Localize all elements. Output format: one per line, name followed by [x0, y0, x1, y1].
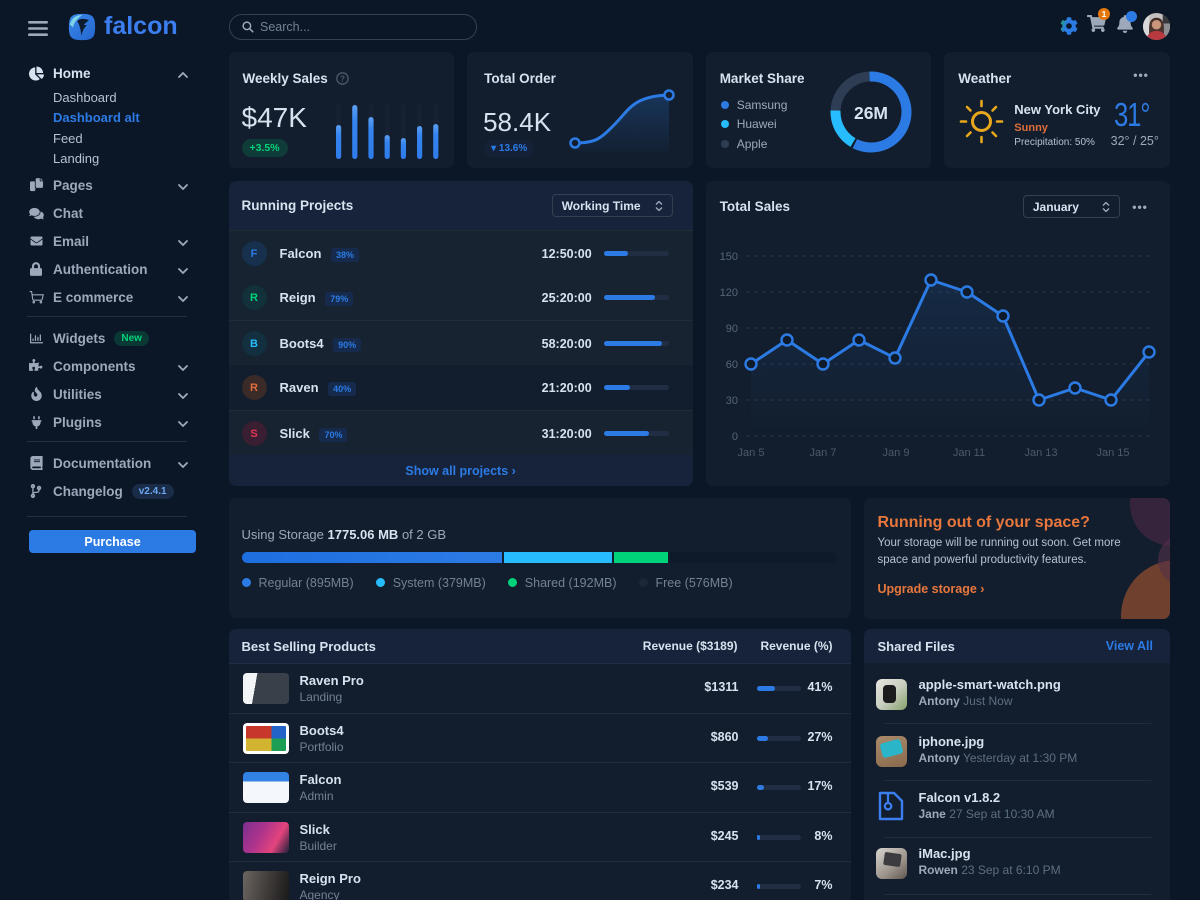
svg-text:Jan 5: Jan 5 [737, 447, 764, 459]
svg-text:Jan 13: Jan 13 [1024, 447, 1057, 459]
svg-text:?: ? [340, 74, 345, 83]
svg-text:Jan 9: Jan 9 [882, 447, 909, 459]
svg-text:Jan 7: Jan 7 [809, 447, 836, 459]
svg-text:120: 120 [719, 287, 737, 299]
svg-text:60: 60 [725, 359, 737, 371]
svg-text:30: 30 [725, 395, 737, 407]
svg-text:0: 0 [732, 431, 738, 443]
svg-text:Jan 15: Jan 15 [1096, 447, 1129, 459]
svg-text:26M: 26M [854, 103, 888, 123]
svg-text:150: 150 [719, 251, 737, 263]
svg-text:90: 90 [725, 323, 737, 335]
svg-text:Jan 11: Jan 11 [953, 447, 985, 459]
